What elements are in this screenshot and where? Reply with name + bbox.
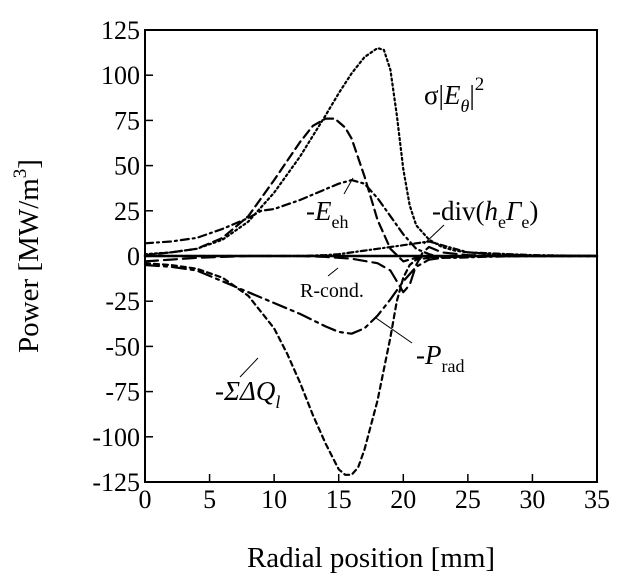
series-line-long-dash	[143, 245, 599, 294]
y-tick-label: 75	[114, 106, 140, 135]
annotation-r-cond: R-cond.	[300, 280, 364, 302]
y-axis-title-close: ]	[13, 159, 45, 169]
x-tick-label: 20	[390, 485, 416, 514]
x-tick-label: 0	[139, 485, 152, 514]
y-tick-label: -75	[105, 378, 140, 407]
x-tick-label: 35	[584, 485, 610, 514]
leader-r-cond	[327, 267, 339, 277]
y-tick-label: 50	[114, 152, 140, 181]
annotation-div-flux: -div(heΓe)	[432, 196, 538, 232]
leader-div-flux	[423, 224, 445, 245]
annotation-sum-delta-q: -ΣΔQl	[215, 376, 280, 412]
y-tick-label: 125	[101, 16, 140, 45]
annotation-sigma-e-theta: σ|Eθ|2	[424, 74, 484, 116]
x-tick-label: 5	[203, 485, 216, 514]
annotation-leader-lines	[239, 177, 445, 378]
series-line-long-dash-dot	[143, 254, 599, 335]
annotation-p-rad: -Prad	[416, 340, 464, 376]
y-axis-title-main: Power [MW/m	[13, 178, 45, 353]
series-line-short-dash	[143, 254, 599, 476]
y-tick-label: 100	[101, 61, 140, 90]
x-tick-label: 30	[519, 485, 545, 514]
y-axis-title-exponent: 3	[10, 169, 31, 179]
y-axis-title: Power [MW/m3]	[10, 159, 45, 353]
y-tick-label: 0	[127, 242, 140, 271]
x-tick-label: 10	[261, 485, 287, 514]
x-tick-label: 15	[326, 485, 352, 514]
x-tick-label: 25	[455, 485, 481, 514]
plot-curves	[143, 47, 599, 476]
y-tick-label: 25	[114, 197, 140, 226]
x-axis-title: Radial position [mm]	[247, 542, 495, 574]
y-tick-label: -50	[105, 332, 140, 361]
y-tick-label: -125	[92, 468, 140, 497]
y-tick-label: -100	[92, 423, 140, 452]
series-line-dashed	[143, 117, 599, 263]
leader-sum-delta-q	[239, 357, 259, 378]
annotation-e-eh: -Eeh	[306, 196, 349, 232]
y-axis-ticks: 125 100 75 50 25 0 -25 -50 -75 -100 -125	[92, 16, 153, 497]
leader-e-eh	[343, 177, 354, 195]
series-line-dash-dot-thin	[143, 240, 599, 258]
x-axis-ticks: 0 5 10 15 20 25 30 35	[139, 474, 610, 514]
y-tick-label: -25	[105, 287, 140, 316]
leader-p-rad	[375, 317, 413, 344]
